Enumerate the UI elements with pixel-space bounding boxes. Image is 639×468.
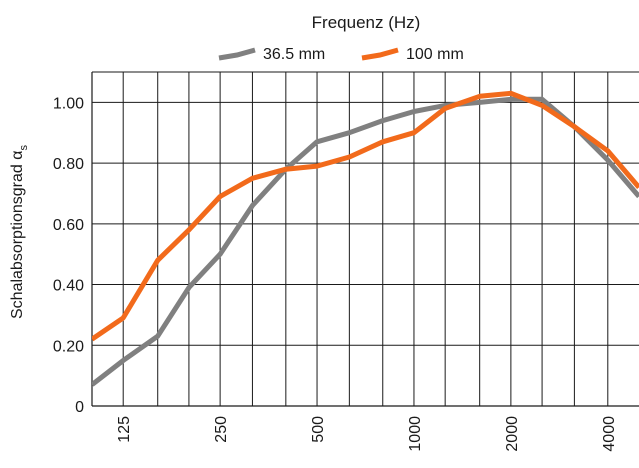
legend-item: 100 mm bbox=[361, 46, 464, 63]
x-tick-label: 1000 bbox=[407, 416, 424, 452]
series-line-36-5mm bbox=[92, 96, 639, 387]
legend-swatch bbox=[361, 47, 399, 61]
y-tick-label: 1.00 bbox=[53, 95, 84, 112]
y-tick-label: 0.40 bbox=[53, 278, 84, 295]
x-axis-ticks: 125 250 500 1000 2000 4000 bbox=[116, 416, 618, 452]
chart-title: Frequenz (Hz) bbox=[312, 13, 421, 32]
x-tick-label: 250 bbox=[213, 416, 230, 443]
y-tick-label: 0.60 bbox=[53, 217, 84, 234]
grid bbox=[91, 71, 639, 407]
y-axis-label-subscript: s bbox=[18, 145, 30, 151]
series-line-100mm bbox=[92, 90, 639, 342]
y-tick-label: 0.80 bbox=[53, 156, 84, 173]
plot-lines bbox=[92, 90, 639, 387]
y-axis-label-text: Schalabsorptionsgrad α bbox=[9, 151, 26, 319]
y-axis-ticks: 0 0.20 0.40 0.60 0.80 1.00 bbox=[53, 95, 84, 416]
legend: 36.5 mm 100 mm bbox=[218, 46, 464, 63]
legend-item: 36.5 mm bbox=[218, 46, 325, 63]
y-tick-label: 0.20 bbox=[53, 338, 84, 355]
x-tick-label: 4000 bbox=[601, 416, 618, 452]
x-tick-label: 2000 bbox=[504, 416, 521, 452]
legend-swatch bbox=[218, 47, 256, 61]
y-axis-label: Schalabsorptionsgrad αs bbox=[9, 145, 30, 319]
x-tick-label: 125 bbox=[116, 416, 133, 443]
x-tick-label: 500 bbox=[310, 416, 327, 443]
y-tick-label: 0 bbox=[75, 399, 84, 416]
legend-label: 100 mm bbox=[406, 46, 464, 63]
legend-label: 36.5 mm bbox=[263, 46, 325, 63]
